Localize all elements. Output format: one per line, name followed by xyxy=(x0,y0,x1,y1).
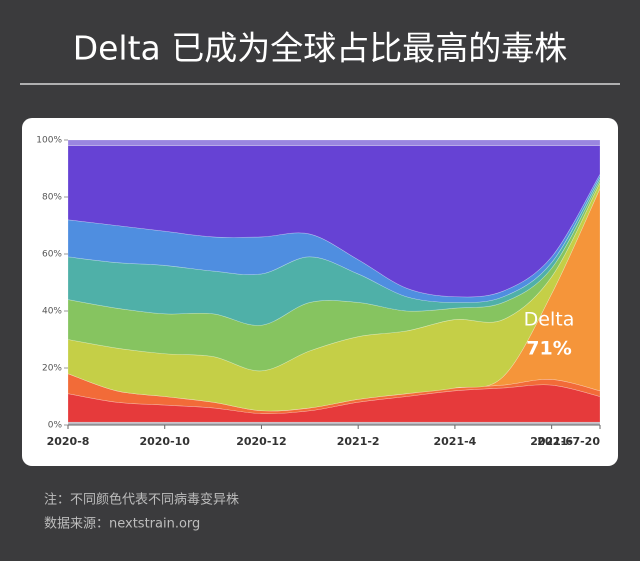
plot-area: 0% 20% 40% 60% 80% 100% 2020-8 2020-10 2020-12 20… xyxy=(36,136,601,448)
note: 注：不同颜色代表不同病毒变异株 xyxy=(44,492,239,508)
x-tick-label: 2021-4 xyxy=(433,435,476,448)
y-tick-label: 0% xyxy=(48,421,63,431)
source: 数据来源：nextstrain.org xyxy=(44,517,200,532)
area xyxy=(67,384,601,423)
x-tick-label: 2021-2 xyxy=(337,435,380,448)
y-tick-label: 20% xyxy=(42,364,62,374)
value-label: 71% xyxy=(526,338,571,360)
series-label: Delta xyxy=(524,309,575,331)
chart-title: Delta 已成为全球占比最高的毒株 xyxy=(73,29,568,68)
x-tick-label: 2021-6 xyxy=(530,435,573,448)
x-tick-label: 2021-7-20 xyxy=(537,435,600,448)
x-tick-label: 2020-12 xyxy=(236,435,287,448)
x-tick-label: 2020-8 xyxy=(47,435,90,448)
y-tick-label: 80% xyxy=(42,193,62,203)
area xyxy=(67,139,601,146)
x-tick-label: 2020-10 xyxy=(139,435,190,448)
y-tick-label: 100% xyxy=(36,136,62,146)
y-tick-label: 40% xyxy=(42,307,62,317)
y-tick-label: 60% xyxy=(42,250,62,260)
